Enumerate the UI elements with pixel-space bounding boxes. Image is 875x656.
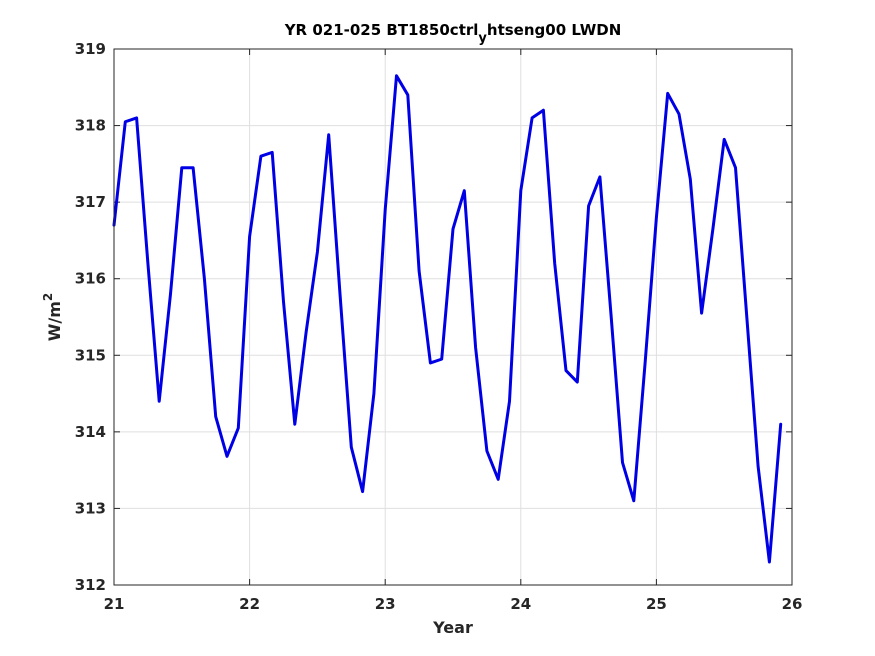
x-tick-label: 23	[375, 595, 396, 613]
x-tick-labels: 21 22 23 24 25 26	[104, 595, 803, 613]
plot-frame	[113, 48, 793, 586]
y-tick-label: 316	[75, 270, 106, 288]
y-tick-label: 314	[75, 423, 106, 441]
x-tick-label: 26	[782, 595, 803, 613]
x-tick-label: 24	[510, 595, 531, 613]
x-tick-label: 22	[239, 595, 260, 613]
x-tick-label: 21	[104, 595, 125, 613]
y-tick-label: 312	[75, 576, 106, 594]
plot-area	[114, 49, 792, 585]
y-tick-label: 313	[75, 499, 106, 517]
y-tick-label: 318	[75, 117, 106, 135]
y-tick-labels: 312 313 314 315 316 317 318 319	[75, 40, 106, 594]
y-tick-label: 319	[75, 40, 106, 58]
y-tick-label: 317	[75, 193, 106, 211]
chart-title: YR 021-025 BT1850ctrlyhtseng00 LWDN	[284, 21, 622, 46]
y-axis-label: W/m2	[41, 293, 64, 342]
x-tick-label: 25	[646, 595, 667, 613]
y-tick-label: 315	[75, 346, 106, 364]
series-line	[112, 74, 783, 564]
x-axis-label: Year	[432, 618, 473, 637]
